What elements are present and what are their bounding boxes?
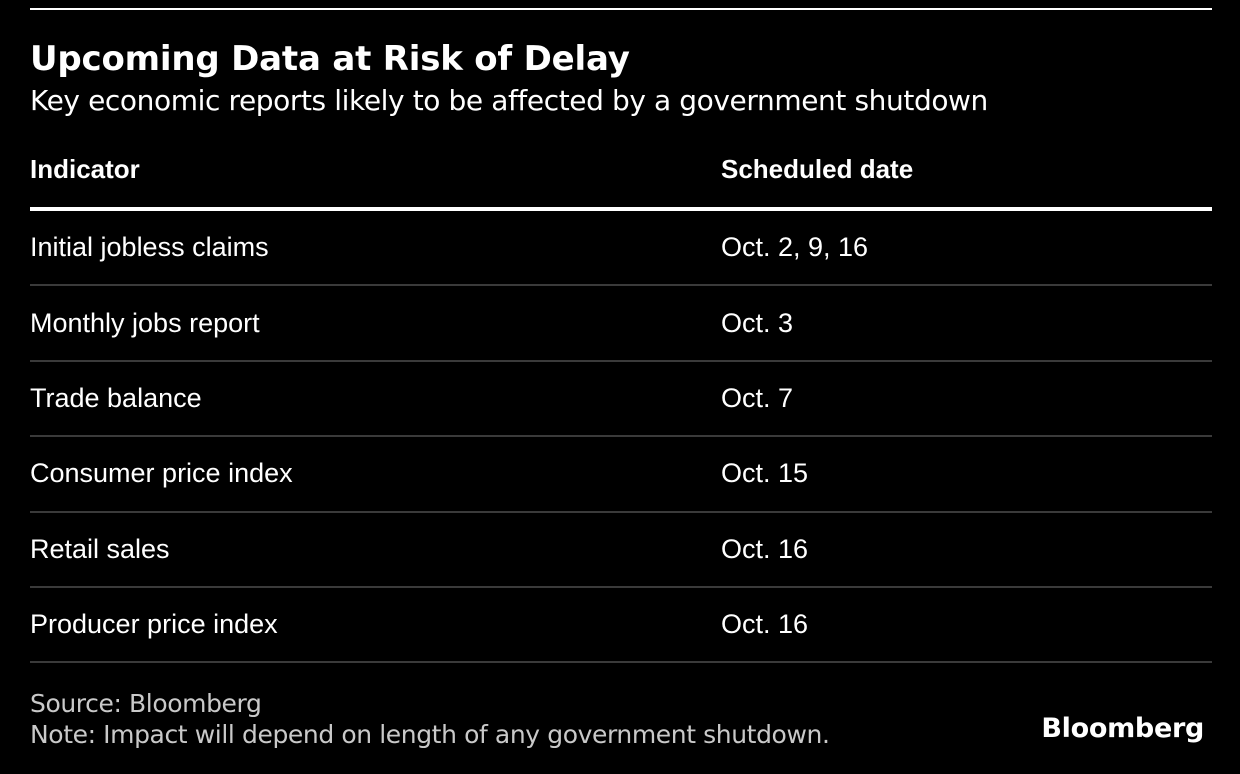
indicator-cell: Retail sales (30, 533, 170, 564)
date-cell: Oct. 16 (721, 533, 809, 564)
top-rule-line (30, 8, 1212, 10)
table-row: Consumer price index Oct. 15 (30, 437, 1212, 513)
table-row: Producer price index Oct. 16 (30, 588, 1212, 664)
data-table: Indicator Scheduled date Initial jobless… (30, 142, 1212, 664)
note-text: Note: Impact will depend on length of an… (30, 720, 830, 749)
date-cell: Oct. 2, 9, 16 (721, 232, 869, 263)
table-header-row: Indicator Scheduled date (30, 142, 1212, 211)
chart-subtitle: Key economic reports likely to be affect… (30, 84, 988, 117)
indicator-cell: Producer price index (30, 609, 278, 640)
date-cell: Oct. 16 (721, 609, 809, 640)
bloomberg-logo: Bloomberg (1041, 713, 1204, 744)
indicator-cell: Trade balance (30, 382, 202, 413)
table-row: Monthly jobs report Oct. 3 (30, 286, 1212, 362)
chart-title: Upcoming Data at Risk of Delay (30, 39, 630, 79)
date-cell: Oct. 15 (721, 458, 809, 489)
column-header-indicator: Indicator (30, 154, 140, 184)
indicator-cell: Consumer price index (30, 458, 293, 489)
source-text: Source: Bloomberg (30, 689, 262, 718)
table-row: Retail sales Oct. 16 (30, 513, 1212, 588)
date-cell: Oct. 3 (721, 307, 794, 338)
indicator-cell: Initial jobless claims (30, 232, 269, 263)
indicator-cell: Monthly jobs report (30, 307, 260, 338)
table-row: Initial jobless claims Oct. 2, 9, 16 (30, 211, 1212, 287)
table-row: Trade balance Oct. 7 (30, 362, 1212, 438)
column-header-scheduled-date: Scheduled date (721, 154, 914, 184)
date-cell: Oct. 7 (721, 382, 794, 413)
